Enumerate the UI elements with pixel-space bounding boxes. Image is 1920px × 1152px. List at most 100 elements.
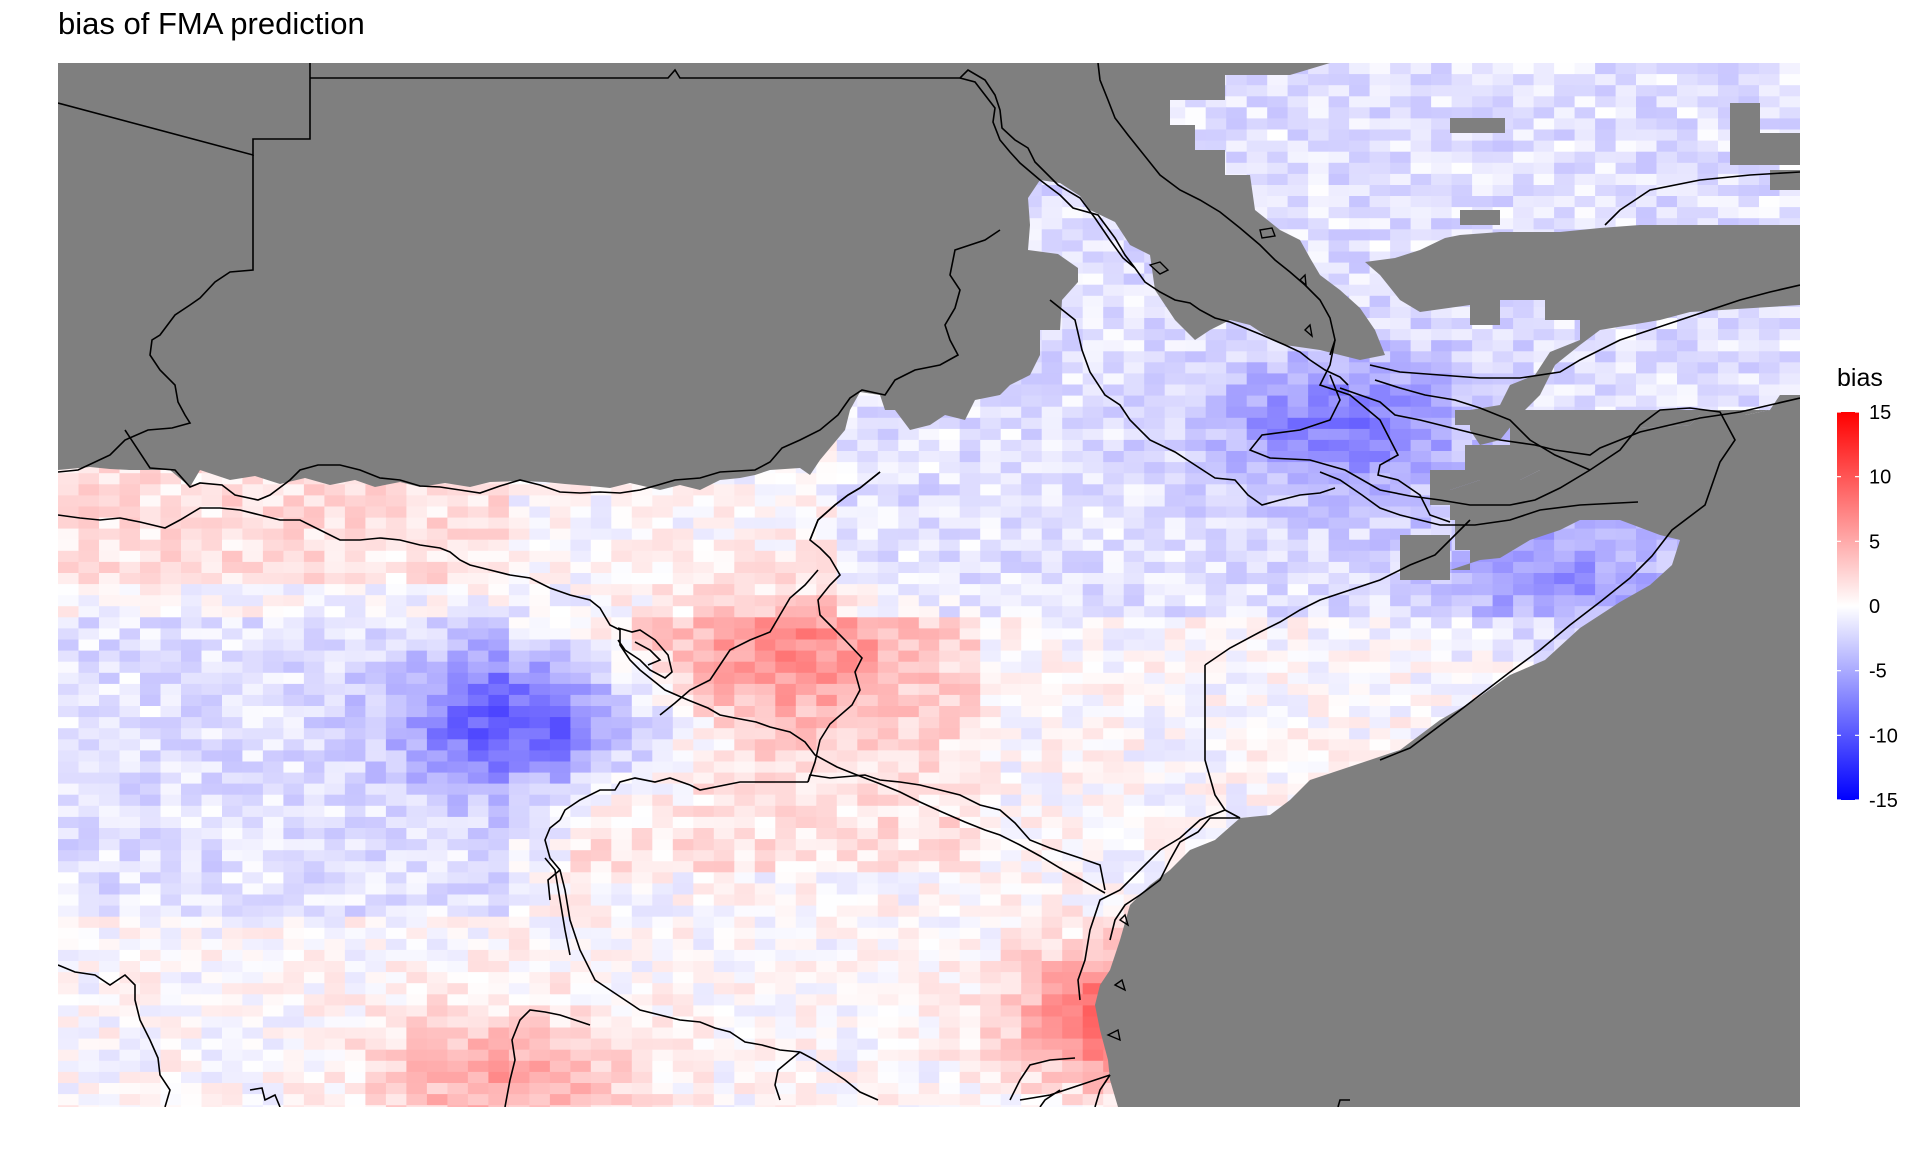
bias-cell bbox=[652, 561, 674, 574]
bias-cell bbox=[1267, 118, 1289, 131]
bias-cell bbox=[1082, 584, 1104, 596]
bias-cell bbox=[1062, 495, 1084, 508]
bias-cell bbox=[365, 628, 387, 641]
bias-cell bbox=[1574, 173, 1596, 186]
bias-cell bbox=[1267, 606, 1289, 618]
bias-cell bbox=[119, 595, 141, 607]
bias-cell bbox=[1082, 362, 1104, 374]
bias-cell bbox=[99, 550, 121, 563]
bias-cell bbox=[488, 694, 510, 707]
bias-cell bbox=[119, 484, 141, 496]
bias-cell bbox=[447, 517, 469, 530]
bias-cell bbox=[652, 517, 674, 530]
bias-cell bbox=[1082, 694, 1104, 707]
bias-cell bbox=[467, 550, 489, 563]
bias-cell bbox=[713, 606, 735, 618]
bias-cell bbox=[1308, 262, 1330, 275]
bias-cell bbox=[1164, 439, 1186, 452]
bias-cell bbox=[1103, 672, 1125, 685]
bias-cell bbox=[1410, 506, 1432, 519]
bias-cell bbox=[242, 517, 264, 530]
bias-cell bbox=[1677, 329, 1699, 341]
bias-cell bbox=[1328, 451, 1350, 463]
bias-cell bbox=[1800, 551, 1821, 563]
bias-cell bbox=[1082, 462, 1104, 474]
bias-cell bbox=[529, 606, 551, 618]
bias-cell bbox=[1718, 207, 1740, 219]
bias-cell bbox=[1062, 639, 1084, 652]
bias-cell bbox=[1615, 196, 1637, 208]
bias-cell bbox=[508, 617, 530, 629]
bias-cell bbox=[1410, 107, 1432, 119]
bias-cell bbox=[1513, 639, 1535, 652]
bias-cell bbox=[58, 694, 80, 707]
bias-cell bbox=[1328, 351, 1350, 363]
bias-cell bbox=[1410, 439, 1432, 452]
bias-cell bbox=[1349, 185, 1371, 197]
bias-cell bbox=[1082, 395, 1104, 408]
bias-cell bbox=[1656, 140, 1678, 153]
bias-cell bbox=[1636, 550, 1658, 563]
bias-cell bbox=[877, 628, 899, 641]
bias-cell bbox=[1492, 628, 1514, 641]
bias-cell bbox=[1718, 306, 1740, 319]
bias-cell bbox=[1287, 107, 1309, 119]
bias-cell bbox=[1123, 340, 1145, 352]
bias-cell bbox=[959, 473, 981, 485]
bias-cell bbox=[1185, 362, 1207, 374]
bias-cell bbox=[1328, 262, 1350, 275]
bias-cell bbox=[1800, 96, 1821, 108]
bias-cell bbox=[1451, 162, 1473, 175]
bias-cell bbox=[898, 439, 920, 452]
bias-cell bbox=[1615, 107, 1637, 119]
bias-cell bbox=[1390, 362, 1412, 374]
bias-cell bbox=[857, 661, 879, 674]
bias-cell bbox=[1000, 517, 1022, 530]
bias-cell bbox=[1595, 561, 1617, 574]
bias-cell bbox=[1410, 384, 1432, 397]
bias-cell bbox=[447, 495, 469, 508]
bias-cell bbox=[1267, 196, 1289, 208]
bias-cell bbox=[1390, 107, 1412, 119]
bias-cell bbox=[1451, 85, 1473, 97]
bias-cell bbox=[918, 495, 940, 508]
bias-cell bbox=[1267, 140, 1289, 153]
bias-cell bbox=[201, 584, 223, 596]
bias-cell bbox=[1205, 129, 1227, 142]
bias-cell bbox=[1164, 539, 1186, 552]
bias-cell bbox=[1205, 694, 1227, 707]
bias-cell bbox=[1800, 407, 1821, 419]
bias-cell bbox=[1410, 96, 1432, 108]
bias-cell bbox=[939, 561, 961, 574]
bias-cell bbox=[1164, 550, 1186, 563]
bias-cell bbox=[1000, 484, 1022, 496]
bias-cell bbox=[140, 595, 162, 607]
bias-cell bbox=[857, 439, 879, 452]
bias-cell bbox=[426, 661, 448, 674]
bias-cell bbox=[1574, 528, 1596, 541]
bias-cell bbox=[1390, 185, 1412, 197]
bias-cell bbox=[631, 661, 653, 674]
bias-cell bbox=[1615, 550, 1637, 563]
bias-cell bbox=[1636, 218, 1658, 230]
bias-cell bbox=[365, 573, 387, 585]
bias-cell bbox=[140, 694, 162, 707]
bias-cell bbox=[303, 595, 325, 607]
bias-cell bbox=[1144, 506, 1166, 519]
bias-cell bbox=[1082, 506, 1104, 519]
bias-cell bbox=[1431, 694, 1453, 707]
bias-cell bbox=[508, 683, 530, 696]
bias-cell bbox=[1021, 650, 1043, 663]
bias-cell bbox=[242, 495, 264, 508]
bias-cell bbox=[181, 628, 203, 641]
bias-cell bbox=[1492, 85, 1514, 97]
bias-cell bbox=[1718, 196, 1740, 208]
bias-cell bbox=[406, 539, 428, 552]
bias-cell bbox=[467, 683, 489, 696]
bias-cell bbox=[1472, 573, 1494, 585]
bias-cell bbox=[78, 584, 100, 596]
bias-cell bbox=[1472, 196, 1494, 208]
bias-cell bbox=[1800, 473, 1821, 485]
bias-cell bbox=[1287, 539, 1309, 552]
bias-cell bbox=[1000, 495, 1022, 508]
